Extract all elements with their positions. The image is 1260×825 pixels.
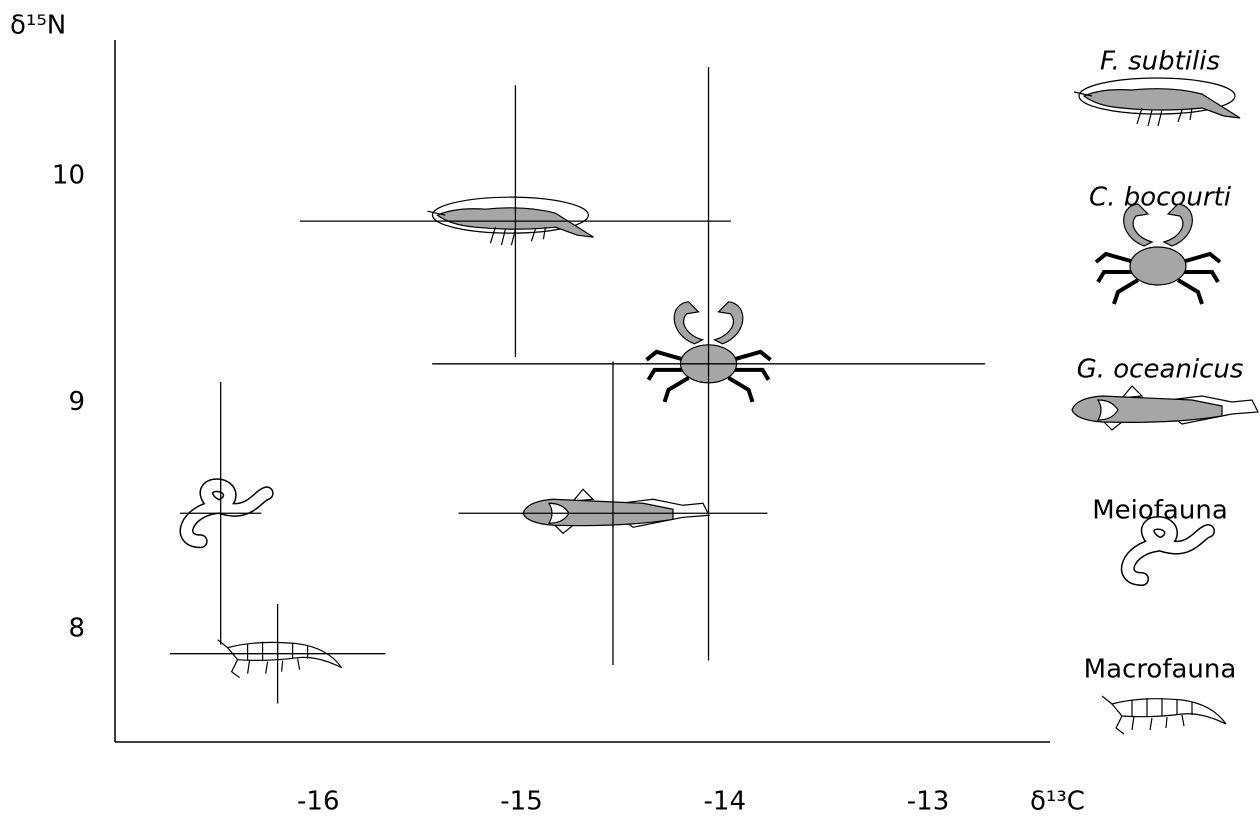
legend-label: C. bocourti [1089, 183, 1232, 213]
legend-label: F. subtilis [1100, 47, 1220, 77]
y-axis-label: δ¹⁵N [10, 11, 66, 41]
x-tick-label: -15 [500, 787, 542, 817]
legend-label: Macrofauna [1084, 655, 1237, 685]
x-tick-label: -14 [704, 787, 746, 817]
x-tick-label: -13 [907, 787, 949, 817]
point-icon [522, 488, 710, 534]
legend-icon [1128, 523, 1208, 579]
x-axis-label: δ¹³C [1030, 787, 1085, 817]
y-tick-label: 8 [68, 613, 85, 643]
legend-icon [1071, 385, 1259, 431]
y-tick-label: 10 [52, 160, 85, 190]
legend-icon [1101, 695, 1227, 735]
y-tick-label: 9 [68, 387, 85, 417]
x-tick-label: -16 [297, 787, 339, 817]
legend-icon [1094, 202, 1222, 306]
legend-label: G. oceanicus [1077, 355, 1244, 385]
point-icon [217, 639, 343, 679]
legend-icon [1073, 77, 1241, 127]
